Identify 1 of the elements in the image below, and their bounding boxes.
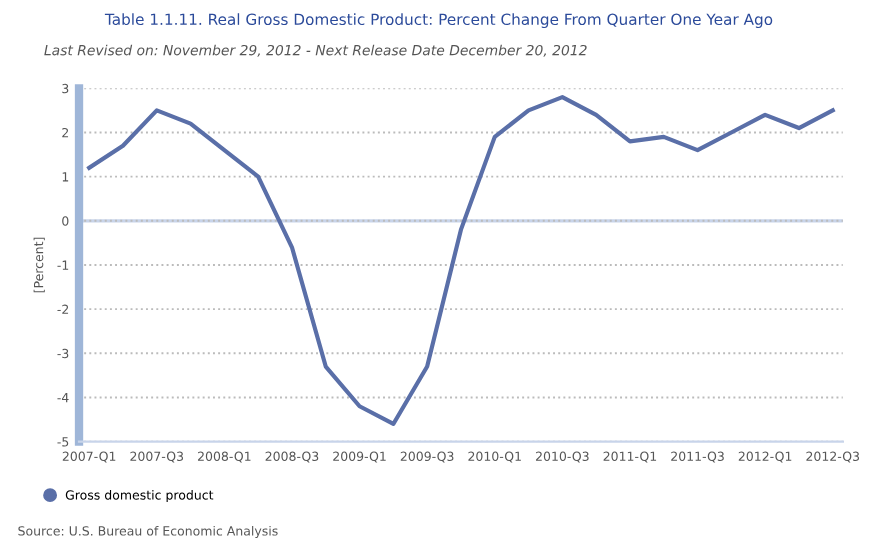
line-series (87, 95, 835, 427)
